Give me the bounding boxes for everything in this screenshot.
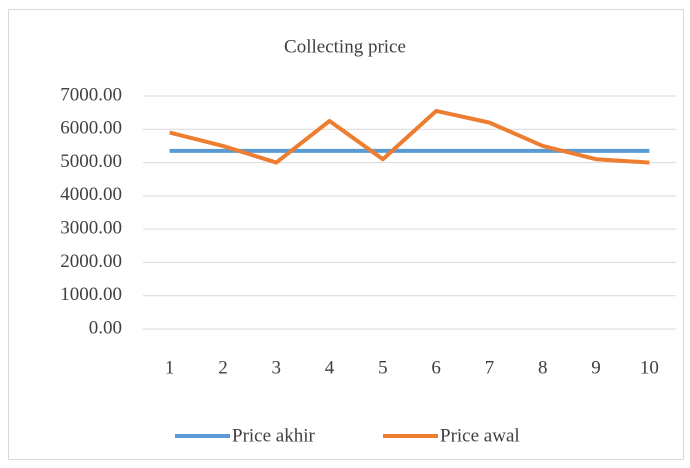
chart-frame [8,9,684,460]
y-tick-label: 7000.00 [60,84,122,105]
x-tick-label: 1 [165,357,175,378]
x-tick-label: 4 [325,357,335,378]
x-tick-label: 9 [591,357,601,378]
y-tick-label: 4000.00 [60,184,122,205]
y-tick-label: 0.00 [89,317,122,338]
x-tick-label: 8 [538,357,548,378]
series-line [169,108,650,165]
y-tick-label: 5000.00 [60,151,122,172]
y-tick-label: 1000.00 [60,284,122,305]
x-tick-label: 2 [218,357,228,378]
x-tick-label: 5 [378,357,388,378]
chart-title: Collecting price [284,36,406,57]
y-tick-label: 3000.00 [60,218,122,239]
y-tick-label: 6000.00 [60,118,122,139]
x-tick-label: 6 [431,357,441,378]
x-tick-label: 7 [485,357,495,378]
y-tick-label: 2000.00 [60,251,122,272]
x-tick-label: 10 [640,357,659,378]
legend-label: Price awal [440,425,520,446]
x-tick-label: 3 [272,357,282,378]
legend-label: Price akhir [232,425,316,446]
